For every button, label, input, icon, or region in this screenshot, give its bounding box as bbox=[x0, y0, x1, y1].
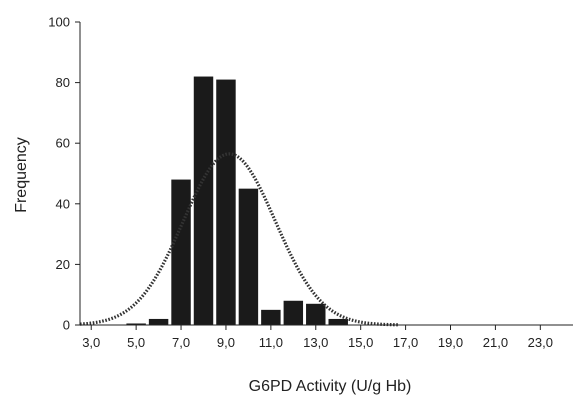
y-tick-label: 100 bbox=[48, 15, 70, 30]
y-tick-label: 20 bbox=[56, 257, 70, 272]
bar-3 bbox=[193, 76, 214, 325]
y-axis-title: Frequency bbox=[13, 137, 30, 213]
bar-0 bbox=[126, 323, 146, 325]
x-tick-label: 3,0 bbox=[82, 335, 100, 350]
bar-6 bbox=[261, 309, 281, 325]
bar-7 bbox=[283, 300, 304, 325]
y-tick-label: 60 bbox=[56, 136, 70, 151]
x-tick-label: 5,0 bbox=[127, 335, 145, 350]
x-tick-label: 13,0 bbox=[303, 335, 328, 350]
x-axis-title: G6PD Activity (U/g Hb) bbox=[249, 378, 412, 395]
x-tick-label: 9,0 bbox=[217, 335, 235, 350]
y-tick-label: 40 bbox=[56, 196, 70, 211]
bar-5 bbox=[238, 188, 259, 325]
x-tick-label: 19,0 bbox=[438, 335, 463, 350]
x-tick-label: 17,0 bbox=[393, 335, 418, 350]
x-tick-label: 23,0 bbox=[528, 335, 553, 350]
x-tick-label: 7,0 bbox=[172, 335, 190, 350]
bar-4 bbox=[216, 79, 236, 325]
x-tick-label: 21,0 bbox=[483, 335, 508, 350]
y-tick-label: 0 bbox=[63, 318, 70, 333]
x-tick-label: 11,0 bbox=[259, 335, 283, 350]
bar-8 bbox=[306, 303, 326, 325]
y-ticks-group: 0 20 40 60 80 100 bbox=[48, 15, 80, 333]
bars-group bbox=[126, 76, 348, 325]
x-tick-label: 15,0 bbox=[348, 335, 373, 350]
y-tick-label: 80 bbox=[56, 75, 70, 90]
x-ticks-group: 3,0 5,0 7,0 9,0 11,0 13,0 15,0 17,0 19,0 21,0 23,0 bbox=[82, 325, 553, 350]
bar-1 bbox=[148, 318, 169, 325]
bar-2 bbox=[171, 179, 191, 325]
bar-9 bbox=[328, 318, 348, 325]
